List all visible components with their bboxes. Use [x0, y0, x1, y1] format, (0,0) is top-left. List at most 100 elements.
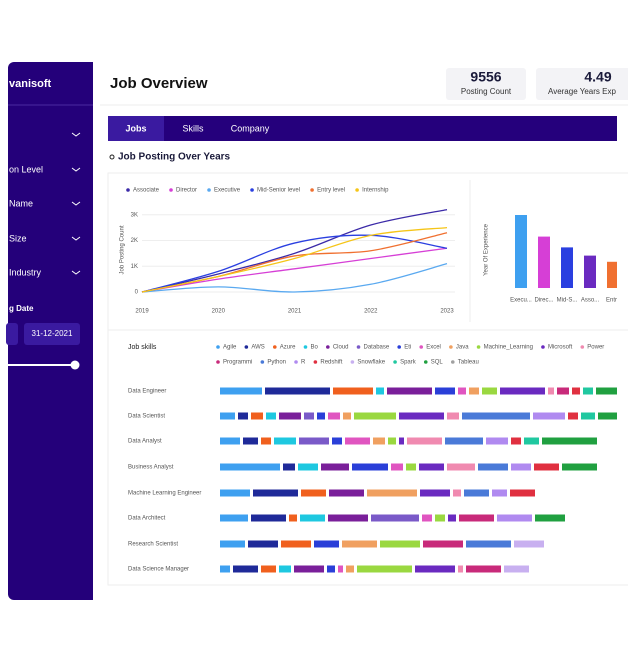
bar-segment	[581, 412, 595, 420]
legend-label: Java	[456, 345, 469, 351]
bar-segment	[279, 565, 291, 573]
legend-label: Executive	[214, 188, 241, 194]
tab[interactable]: Jobs	[125, 123, 146, 133]
bar-segment	[482, 387, 497, 395]
bar-segment	[352, 463, 388, 471]
line	[141, 263, 448, 293]
card	[107, 172, 628, 586]
legend-label: Cloud	[333, 345, 349, 351]
filter[interactable]: Industry	[9, 267, 42, 277]
bar-segment	[399, 437, 404, 445]
filter[interactable]: Size	[9, 233, 27, 243]
bar-segment	[328, 514, 368, 522]
legend-label: Programmi	[223, 360, 252, 366]
legend-dot	[260, 360, 265, 364]
bar-segment	[504, 565, 529, 573]
kpi-label: Posting Count	[461, 87, 512, 96]
legend-label: Microsoft	[548, 345, 573, 351]
y-axis-label: Job Posting Count	[120, 225, 126, 274]
y-tick-label: 1K	[131, 264, 138, 270]
legend-dot	[356, 345, 361, 349]
line	[141, 208, 448, 293]
chevron[interactable]	[71, 132, 81, 137]
legend-dot	[272, 345, 277, 349]
bar-segment	[557, 387, 569, 395]
legend-label: Internship	[362, 188, 389, 194]
chevron[interactable]	[71, 270, 81, 275]
bar-segment	[500, 387, 545, 395]
bar-segment	[317, 412, 325, 420]
bar-segment	[596, 387, 617, 395]
row-label: Data Architect	[128, 516, 166, 522]
bullet	[109, 154, 115, 160]
bar-segment	[533, 412, 565, 420]
bar-segment	[251, 514, 286, 522]
tab-active[interactable]	[108, 116, 164, 141]
legend-label: AWS	[251, 345, 264, 351]
y-tick-label: 3K	[131, 212, 138, 218]
bar-segment	[329, 489, 364, 497]
tab[interactable]: Skills	[182, 123, 204, 133]
bar-segment	[419, 463, 444, 471]
bar-segment	[238, 412, 248, 420]
bar-segment	[321, 463, 349, 471]
legend-label: Azure	[280, 345, 296, 351]
legend-dot	[326, 345, 330, 349]
legend-dot	[397, 345, 402, 349]
brand: vanisoft	[9, 78, 52, 90]
chevron[interactable]	[71, 167, 81, 172]
bar-segment	[478, 463, 508, 471]
bar-segment	[510, 489, 535, 497]
legend-dot	[303, 345, 308, 349]
legend-label: SQL	[431, 360, 444, 366]
bar-segment	[281, 540, 311, 548]
tab[interactable]: Company	[231, 123, 270, 133]
bar-segment	[391, 463, 403, 471]
bar-segment	[251, 412, 263, 420]
bar-segment	[422, 514, 432, 522]
bar-segment	[435, 387, 455, 395]
legend-dot	[250, 188, 254, 192]
bar-segment	[407, 437, 442, 445]
legend-label: Bo	[310, 345, 318, 351]
bar-segment	[298, 463, 318, 471]
bar-segment	[220, 565, 230, 573]
filter[interactable]: on Level	[9, 164, 43, 174]
legend-label: Python	[267, 360, 286, 366]
chevron[interactable]	[71, 236, 81, 241]
bar-segment	[380, 540, 420, 548]
page-title: Job Overview	[110, 75, 208, 92]
legend-dot	[393, 360, 397, 364]
x-tick-label: 2019	[135, 309, 149, 315]
legend-dot	[419, 345, 424, 349]
bar-segment	[511, 463, 531, 471]
bar-segment	[371, 514, 419, 522]
date-label: g Date	[9, 304, 34, 313]
slider-knob[interactable]	[70, 360, 80, 370]
line	[141, 247, 448, 293]
row-label: Research Scientist	[128, 542, 178, 548]
bar	[561, 247, 573, 288]
bar-segment	[289, 514, 297, 522]
bar-segment	[343, 412, 351, 420]
bar-segment	[583, 387, 593, 395]
date-end-box[interactable]	[24, 323, 80, 345]
x-tick-label: 2023	[440, 309, 454, 315]
date-start[interactable]	[6, 323, 18, 345]
chevron[interactable]	[71, 201, 81, 206]
legend-dot	[216, 345, 220, 349]
bar-segment	[327, 565, 335, 573]
bar-segment	[415, 565, 455, 573]
date-end[interactable]: 31-12-2021	[32, 329, 73, 338]
bar-segment	[464, 489, 489, 497]
x-tick-label: 2021	[288, 309, 302, 315]
y-tick-label: 2K	[131, 238, 138, 244]
x-tick-label: Asso...	[581, 298, 600, 304]
bar-segment	[301, 489, 326, 497]
bar-segment	[462, 412, 530, 420]
filter[interactable]: Name	[9, 198, 33, 208]
legend-label: R	[301, 360, 306, 366]
x-tick-label: Direc...	[534, 298, 553, 304]
legend-dot	[580, 345, 585, 349]
